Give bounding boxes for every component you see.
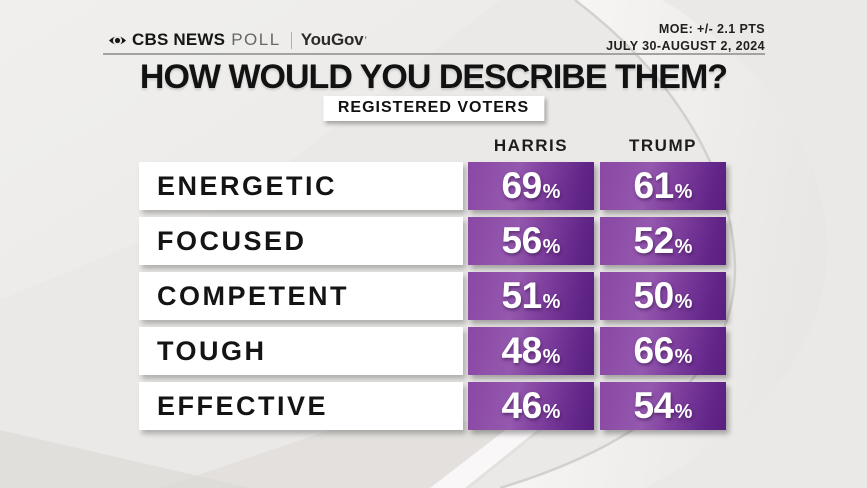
column-header-trump: TRUMP xyxy=(629,136,697,155)
registered-voters-badge: REGISTERED VOTERS xyxy=(322,96,545,121)
harris-value: 51 xyxy=(501,275,543,316)
harris-value-cell: 46 % xyxy=(468,382,594,430)
trump-value-cell: 52 % xyxy=(600,217,726,265)
margin-of-error: MOE: +/- 2.1 PTS xyxy=(658,22,765,36)
cbs-news-wordmark: CBS NEWS xyxy=(132,30,226,49)
poll-wordmark: POLL xyxy=(231,30,281,49)
trump-value: 50 xyxy=(633,275,675,316)
harris-value: 69 xyxy=(501,165,543,206)
cbs-eye-icon xyxy=(108,35,127,45)
logo-divider xyxy=(290,31,292,49)
field-dates: JULY 30-AUGUST 2, 2024 xyxy=(606,38,765,53)
percent-sign: % xyxy=(674,236,693,258)
harris-value-cell: 51 % xyxy=(468,272,594,320)
row-label: COMPETENT xyxy=(139,272,463,320)
row-label: EFFECTIVE xyxy=(139,382,463,430)
harris-value-cell: 56 % xyxy=(468,217,594,265)
trump-value-cell: 61 % xyxy=(600,162,726,210)
percent-sign: % xyxy=(674,346,693,368)
harris-value-cell: 69 % xyxy=(468,162,594,210)
harris-value: 48 xyxy=(501,330,543,371)
yougov-wordmark: YouGov xyxy=(300,30,364,49)
table-row: FOCUSED 56 % 52 % xyxy=(139,217,727,265)
harris-value: 46 xyxy=(501,385,543,426)
trump-value: 66 xyxy=(633,330,675,371)
table-row: COMPETENT 51 % 50 % xyxy=(139,272,727,320)
trump-value-cell: 50 % xyxy=(600,272,726,320)
table-row: ENERGETIC 69 % 61 % xyxy=(139,162,727,210)
percent-sign: % xyxy=(542,181,561,203)
page-title: HOW WOULD YOU DESCRIBE THEM? xyxy=(139,58,728,96)
percent-sign: % xyxy=(542,401,561,423)
percent-sign: % xyxy=(674,291,693,313)
poll-table: ENERGETIC 69 % 61 % FOCUSED 56 % xyxy=(139,162,727,437)
percent-sign: % xyxy=(542,346,561,368)
table-row: EFFECTIVE 46 % 54 % xyxy=(139,382,727,430)
harris-value-cell: 48 % xyxy=(468,327,594,375)
percent-sign: % xyxy=(674,181,693,203)
trump-value: 61 xyxy=(633,165,675,206)
percent-sign: % xyxy=(674,401,693,423)
row-label: FOCUSED xyxy=(139,217,463,265)
poll-metadata: MOE: +/- 2.1 PTS JULY 30-AUGUST 2, 2024 xyxy=(606,21,765,55)
trump-value: 52 xyxy=(633,220,675,261)
column-header-harris: HARRIS xyxy=(493,136,569,155)
cbs-news-poll-logo: CBS NEWS POLL YouGov ’ xyxy=(108,30,367,50)
percent-sign: % xyxy=(542,291,561,313)
trump-value: 54 xyxy=(633,385,675,426)
header-divider-line xyxy=(103,53,765,55)
percent-sign: % xyxy=(542,236,561,258)
table-row: TOUGH 48 % 66 % xyxy=(139,327,727,375)
harris-value: 56 xyxy=(501,220,543,261)
row-label: ENERGETIC xyxy=(139,162,463,210)
row-label: TOUGH xyxy=(139,327,463,375)
trump-value-cell: 66 % xyxy=(600,327,726,375)
yougov-trademark: ’ xyxy=(364,35,367,45)
trump-value-cell: 54 % xyxy=(600,382,726,430)
